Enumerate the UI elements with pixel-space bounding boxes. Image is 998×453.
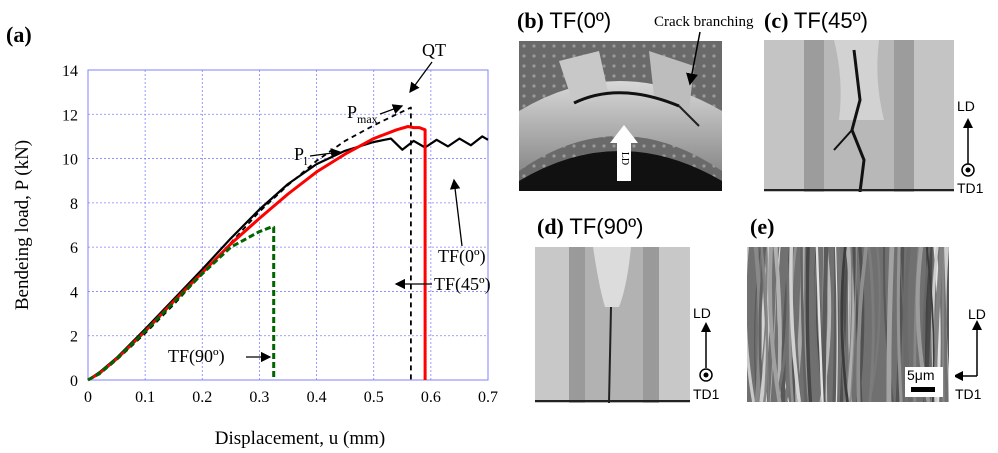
x-tick-label: 0.2 [192, 389, 212, 406]
annotation-arrow [409, 61, 433, 94]
y-tick-label: 10 [62, 152, 78, 169]
panel-c-td1-label: TD1 [957, 180, 984, 196]
panel-b-photo: LD [519, 41, 722, 191]
y-tick-label: 2 [70, 329, 78, 346]
panel-d-td1-label: TD1 [693, 386, 720, 402]
bent-specimen-image [519, 41, 722, 191]
y-tick-label: 8 [70, 196, 78, 213]
y-tick-label: 12 [62, 107, 78, 124]
annotation-arrow [379, 104, 404, 115]
panel-e-label: (e) [750, 214, 775, 239]
panel-c-label: (c) TF(45º) [764, 8, 868, 34]
crack-branching-pointer [686, 31, 701, 86]
chart-annotation: TF(90º) [168, 346, 225, 367]
plot-frame [87, 69, 489, 381]
chart-annotation: TF(45º) [434, 274, 491, 295]
series-line-tf90 [87, 225, 276, 382]
series-line-tf45 [87, 125, 427, 382]
y-axis-label: Bendeing load, P (kN) [12, 140, 33, 310]
panel-b-arrow-label: LD [619, 151, 631, 166]
annotation-arrow [449, 178, 463, 247]
panel-e-axis-icon [955, 320, 982, 381]
series-line-tf0 [87, 135, 489, 381]
panel-d-ld-label: LD [693, 305, 711, 321]
sem-fractograph-image [747, 247, 949, 402]
panel-e-td1-label: TD1 [955, 386, 982, 402]
fracture-surface-image-90 [535, 247, 690, 403]
chart-annotation: Pmax [347, 102, 378, 126]
x-tick-label: 0.3 [249, 389, 269, 406]
y-tick-label: 14 [62, 63, 78, 80]
scale-bar [911, 387, 935, 392]
panel-b-title: TF(0º) [549, 8, 612, 33]
chart-annotation: TF(0º) [438, 246, 486, 267]
load-displacement-chart: 0 0.1 0.2 0.3 0.4 0.5 0.6 0.7 0 2 4 6 8 10 12 14 QT Pmax… [12, 40, 498, 449]
y-tick-label: 4 [70, 284, 78, 301]
scale-bar-box: 5μm [905, 367, 943, 397]
chart-annotation: Pl [294, 144, 308, 168]
panel-a: (a) 0 0.1 0.2 0.3 0.4 0.5 0.6 0.7 0 2 4 6 8 10 12 14 QT… [6, 22, 498, 449]
panel-a-label: (a) [6, 22, 32, 47]
x-tick-label: 0.1 [135, 389, 155, 406]
panel-d-letter: (d) [537, 214, 564, 239]
x-tick-label: 0.7 [478, 389, 498, 406]
fracture-surface-image [764, 40, 954, 192]
chart-annotation: QT [422, 40, 446, 60]
panel-d-photo [535, 247, 690, 403]
x-tick-label: 0.6 [421, 389, 441, 406]
panel-c-ld-label: LD [957, 98, 975, 114]
panel-c-title: TF(45º) [793, 8, 868, 33]
panel-b-letter: (b) [517, 8, 544, 33]
x-tick-label: 0 [84, 389, 92, 406]
panel-c-photo [764, 40, 954, 192]
annotation-arrow [309, 148, 342, 159]
panel-d-title: TF(90º) [569, 214, 644, 239]
x-tick-label: 0.4 [307, 389, 327, 406]
x-tick-label: 0.5 [364, 389, 384, 406]
y-tick-label: 0 [70, 373, 78, 390]
panel-c-axis-icon [961, 118, 975, 177]
panel-d-axis-icon [699, 322, 713, 382]
panel-b-label: (b) TF(0º) [517, 8, 611, 34]
panel-d-label: (d) TF(90º) [537, 214, 643, 240]
panel-e-photo: 5μm [747, 247, 949, 402]
y-tick-label: 6 [70, 240, 78, 257]
x-axis-label: Displacement, u (mm) [215, 428, 385, 449]
scale-bar-label: 5μm [907, 367, 935, 383]
panel-b-annotation: Crack branching [654, 14, 754, 30]
panel-e-ld-label: LD [968, 306, 986, 322]
panel-c-letter: (c) [764, 8, 789, 33]
